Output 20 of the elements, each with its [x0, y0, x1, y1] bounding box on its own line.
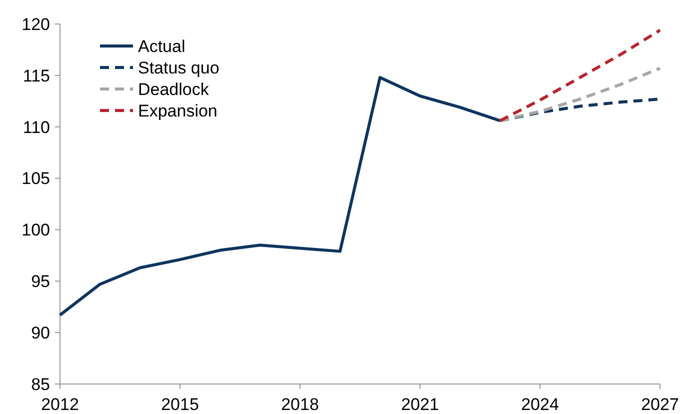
legend-label: Status quo	[138, 58, 220, 78]
x-tick-label: 2027	[641, 395, 679, 414]
y-tick-label: 100	[22, 220, 50, 240]
x-tick-label: 2015	[161, 395, 199, 414]
x-tick-label: 2021	[401, 395, 439, 414]
y-tick-label: 95	[31, 272, 50, 292]
y-tick-label: 120	[22, 14, 50, 34]
x-tick-label: 2012	[41, 395, 79, 414]
legend-label: Expansion	[138, 101, 218, 120]
legend-label: Deadlock	[138, 80, 210, 99]
y-tick-label: 90	[31, 324, 50, 343]
legend-label: Actual	[138, 36, 186, 56]
x-tick-label: 2024	[521, 395, 559, 414]
y-tick-label: 105	[22, 169, 50, 188]
y-tick-label: 110	[22, 118, 50, 137]
x-tick-label: 2018	[281, 395, 319, 414]
line-series	[498, 28, 662, 122]
y-tick-label: 115	[22, 66, 50, 86]
line-series	[498, 66, 662, 122]
y-tick-label: 85	[31, 374, 50, 394]
